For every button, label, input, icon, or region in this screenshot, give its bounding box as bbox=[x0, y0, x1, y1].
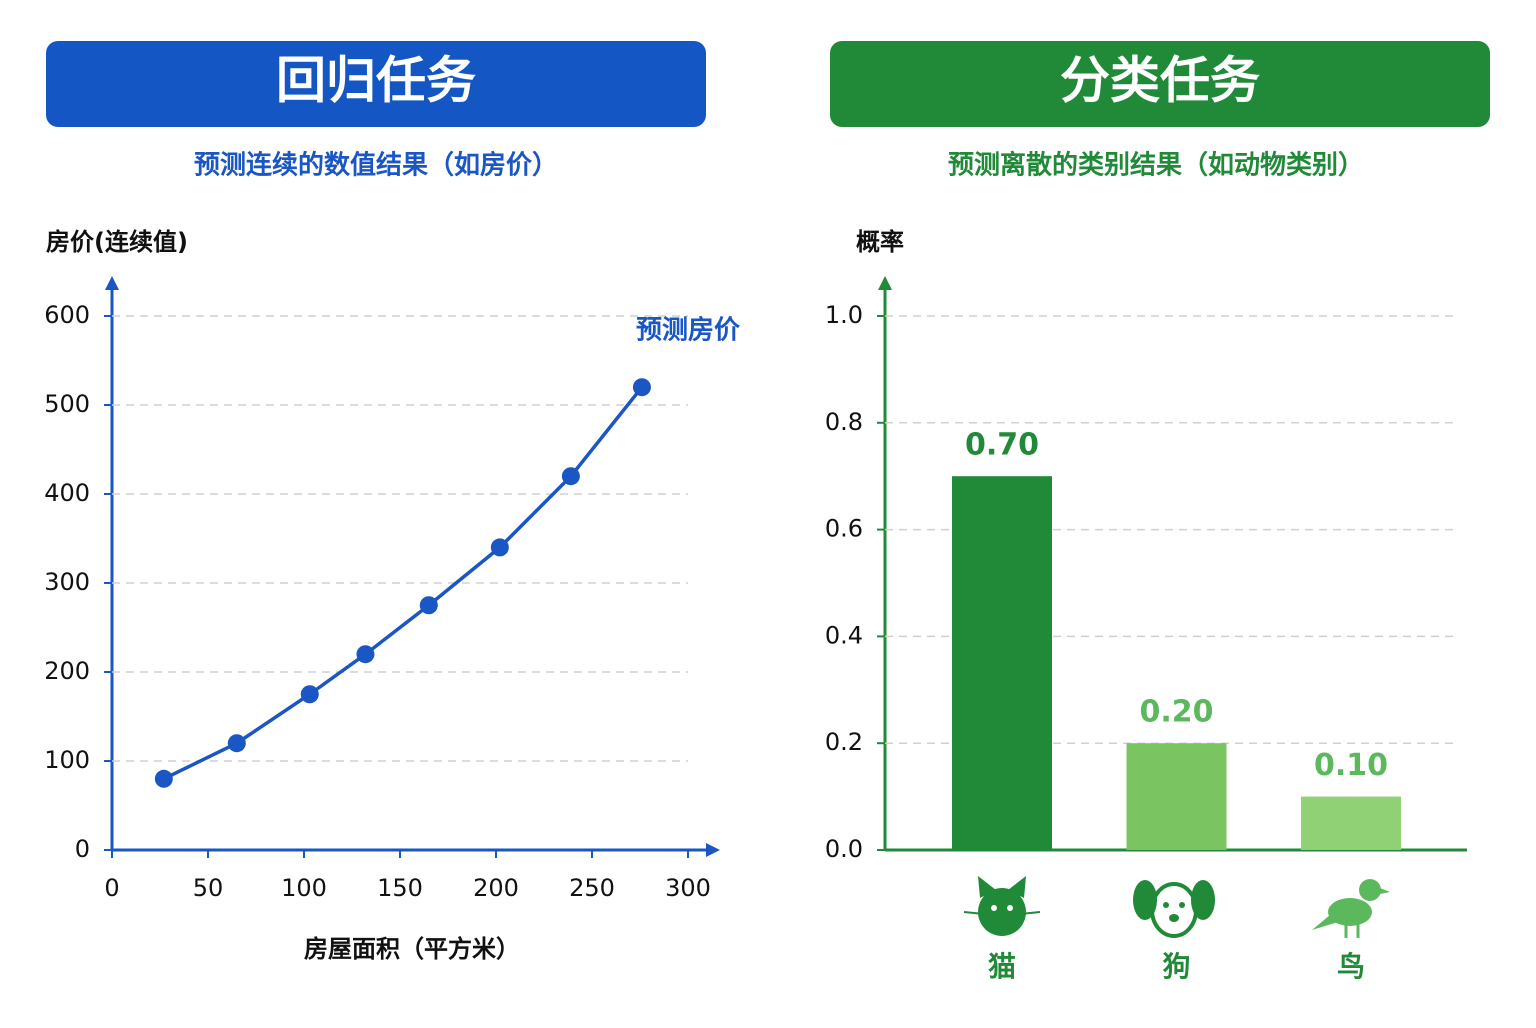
axis-arrow bbox=[706, 843, 720, 857]
x-tick-label: 0 bbox=[104, 874, 119, 902]
bar bbox=[1301, 796, 1401, 850]
value-label: 0.10 bbox=[1314, 748, 1388, 783]
series-label: 预测房价 bbox=[636, 316, 741, 346]
y-tick-label: 0.2 bbox=[825, 728, 863, 756]
point bbox=[154, 769, 173, 788]
y-tick-label: 100 bbox=[44, 746, 90, 774]
point bbox=[561, 467, 580, 486]
bar bbox=[1126, 743, 1227, 850]
x-axis-label: 房屋面积（平方米） bbox=[304, 935, 520, 963]
dog-icon bbox=[1133, 880, 1215, 938]
x-tick-label: 狗 bbox=[1162, 950, 1190, 983]
point bbox=[300, 685, 319, 704]
x-tick-label: 150 bbox=[377, 874, 423, 902]
x-tick-label: 250 bbox=[569, 874, 615, 902]
point bbox=[632, 378, 651, 397]
point bbox=[419, 596, 438, 615]
x-tick-label: 鸟 bbox=[1337, 950, 1365, 983]
header-title: 回归任务 bbox=[276, 52, 476, 110]
x-tick-label: 50 bbox=[193, 874, 224, 902]
axis-arrow bbox=[105, 276, 119, 290]
y-tick-label: 400 bbox=[44, 479, 90, 507]
y-tick-label: 0.6 bbox=[825, 515, 863, 543]
value-label: 0.20 bbox=[1139, 695, 1213, 730]
y-tick-label: 300 bbox=[44, 568, 90, 596]
header-title: 分类任务 bbox=[1060, 52, 1260, 110]
axis-arrow bbox=[878, 276, 892, 290]
cat-icon bbox=[963, 876, 1041, 936]
x-tick-label: 300 bbox=[665, 874, 711, 902]
x-tick-label: 猫 bbox=[988, 950, 1016, 983]
x-tick-label: 200 bbox=[473, 874, 519, 902]
y-tick-label: 500 bbox=[44, 390, 90, 418]
header-box bbox=[830, 41, 1490, 127]
value-label: 0.70 bbox=[965, 428, 1039, 463]
subtitle: 预测离散的类别结果（如动物类别） bbox=[948, 150, 1364, 181]
y-axis-label: 房价(连续值) bbox=[46, 228, 188, 256]
header-box bbox=[46, 41, 706, 127]
point bbox=[227, 734, 246, 753]
x-tick-label: 100 bbox=[281, 874, 327, 902]
y-tick-label: 200 bbox=[44, 657, 90, 685]
point bbox=[490, 538, 509, 557]
point bbox=[356, 645, 375, 664]
bar bbox=[952, 476, 1052, 850]
line bbox=[163, 386, 644, 781]
subtitle: 预测连续的数值结果（如房价） bbox=[194, 150, 558, 181]
y-tick-label: 600 bbox=[44, 301, 90, 329]
y-tick-label: 0.8 bbox=[825, 408, 863, 436]
y-axis-label: 概率 bbox=[856, 228, 904, 256]
bird-icon bbox=[1312, 879, 1390, 938]
y-tick-label: 1.0 bbox=[825, 301, 863, 329]
y-tick-label: 0.0 bbox=[825, 835, 863, 863]
y-tick-label: 0 bbox=[75, 835, 90, 863]
y-tick-label: 0.4 bbox=[825, 621, 863, 649]
